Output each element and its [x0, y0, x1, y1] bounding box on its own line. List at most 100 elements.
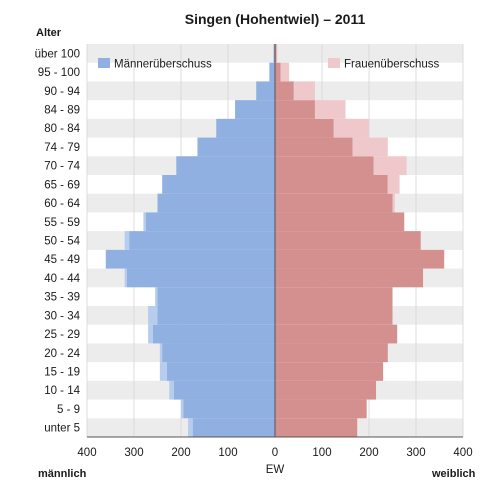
- age-tick-label: 84 - 89: [44, 105, 80, 117]
- bar-women: [275, 268, 424, 288]
- age-tick-label: 74 - 79: [44, 142, 80, 154]
- bar-men: [216, 118, 275, 138]
- bar-women: [275, 100, 315, 119]
- bar-women-surplus: [280, 62, 290, 82]
- bar-men: [176, 156, 275, 175]
- chart-title: Singen (Hohentwiel) – 2011: [185, 11, 366, 27]
- bar-women: [275, 362, 384, 381]
- bar-women: [275, 193, 393, 213]
- age-tick-label: 15 - 19: [44, 367, 80, 379]
- bar-men-surplus: [181, 399, 184, 419]
- bar-men-surplus: [124, 231, 130, 250]
- age-tick-label: 50 - 54: [44, 236, 80, 248]
- bar-women: [275, 287, 393, 306]
- age-tick-label: 25 - 29: [44, 329, 80, 341]
- age-tick-label: 90 - 94: [44, 86, 80, 98]
- bar-men: [157, 287, 275, 306]
- age-tick-label: 65 - 69: [44, 179, 80, 191]
- bar-women: [275, 306, 393, 325]
- bar-women: [275, 380, 377, 400]
- age-tick-label: 95 - 100: [38, 67, 80, 79]
- bar-men: [145, 212, 275, 232]
- age-tick-label: 70 - 74: [44, 161, 80, 173]
- bar-men-surplus: [169, 380, 174, 400]
- age-tick-label: 35 - 39: [44, 292, 80, 304]
- age-tick-label: 60 - 64: [44, 198, 80, 210]
- bar-men: [157, 306, 275, 325]
- bar-women: [275, 212, 405, 232]
- age-tick-label: 5 - 9: [57, 404, 80, 416]
- age-tick-label: 20 - 24: [44, 348, 80, 360]
- bar-women-surplus: [314, 100, 346, 119]
- x-axis-title: EW: [266, 464, 285, 476]
- age-tick-label: 45 - 49: [44, 254, 80, 266]
- bar-women-surplus: [373, 156, 407, 175]
- age-tick-labels: über 100 95 - 100 90 - 94 84 - 89 80 - 84 74 …: [35, 48, 81, 434]
- age-tick-label: über 100: [35, 48, 80, 60]
- bar-women: [275, 62, 281, 82]
- bar-women: [275, 231, 421, 250]
- x-tick-label: 400: [453, 447, 472, 459]
- bar-men: [192, 418, 275, 437]
- x-tick-label: 300: [406, 447, 425, 459]
- bar-men: [256, 81, 275, 101]
- age-tick-label: 55 - 59: [44, 217, 80, 229]
- bar-men-surplus: [143, 212, 146, 232]
- bar-men-surplus: [188, 418, 193, 437]
- bar-women: [275, 324, 398, 344]
- bar-men: [173, 380, 275, 400]
- bar-men: [197, 137, 275, 157]
- bar-men: [235, 100, 275, 119]
- x-tick-label: 100: [312, 447, 331, 459]
- bar-women: [275, 343, 388, 363]
- bar-women: [275, 44, 277, 63]
- x-tick-label: 400: [77, 447, 96, 459]
- age-tick-label: unter 5: [44, 423, 80, 435]
- bar-women-surplus: [392, 193, 395, 213]
- x-tick-label: 100: [218, 447, 237, 459]
- x-tick-label: 300: [124, 447, 143, 459]
- bar-men: [105, 249, 275, 269]
- bar-women: [275, 399, 367, 419]
- bar-women: [275, 137, 353, 157]
- x-tick-label: 200: [359, 447, 378, 459]
- y-axis-title: Alter: [36, 27, 62, 39]
- bar-women: [275, 81, 294, 101]
- age-tick-label: 80 - 84: [44, 123, 80, 135]
- bar-men: [129, 231, 275, 250]
- bar-men: [157, 193, 275, 213]
- bar-women-surplus: [387, 175, 400, 194]
- bars: [87, 44, 463, 438]
- bar-men-surplus: [159, 362, 167, 381]
- bar-men: [273, 44, 275, 63]
- bar-women: [275, 118, 334, 138]
- legend-label-women-surplus: Frauenüberschuss: [344, 59, 439, 71]
- bar-men-surplus: [155, 287, 158, 306]
- age-tick-label: 30 - 34: [44, 310, 80, 322]
- bar-men-surplus: [159, 343, 163, 363]
- bar-women: [275, 418, 358, 437]
- x-tick-label: 200: [171, 447, 190, 459]
- bar-men: [166, 362, 275, 381]
- bar-men: [183, 399, 275, 419]
- bar-men: [162, 343, 275, 363]
- bar-men-surplus: [124, 268, 127, 288]
- bar-women: [275, 156, 374, 175]
- bar-women-surplus: [276, 44, 278, 63]
- right-side-label: weiblich: [431, 468, 476, 480]
- x-tick-label: 0: [272, 447, 278, 459]
- legend-label-men-surplus: Männerüberschuss: [114, 59, 212, 71]
- bar-men-surplus: [148, 306, 158, 325]
- legend-swatch-women-surplus: [328, 58, 340, 68]
- bar-women: [275, 249, 445, 269]
- legend-swatch-men-surplus: [98, 58, 110, 68]
- bar-women: [275, 175, 388, 194]
- age-tick-label: 10 - 14: [44, 385, 80, 397]
- bar-men: [126, 268, 275, 288]
- bar-men-surplus: [148, 324, 153, 344]
- x-tick-labels: 400 300 200 100 0 100 200 300 400: [77, 447, 472, 459]
- bar-women-surplus: [293, 81, 315, 101]
- bar-women-surplus: [333, 118, 369, 138]
- left-side-label: männlich: [38, 468, 87, 480]
